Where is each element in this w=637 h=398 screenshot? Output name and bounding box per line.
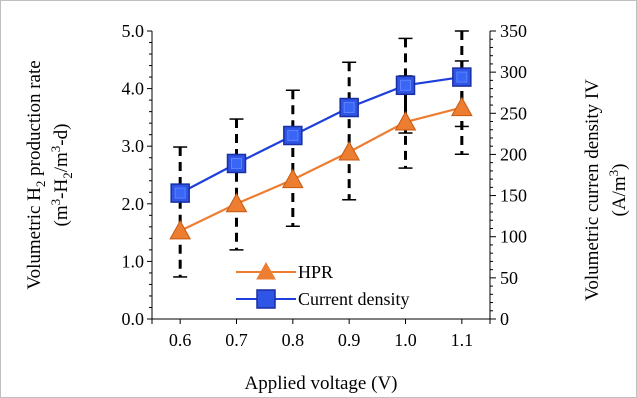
- series-line-hpr: [179, 106, 463, 232]
- left-y-unit-a: (m: [51, 205, 72, 226]
- x-tick-label: 0.6: [169, 330, 192, 350]
- current-density-point-inner: [343, 102, 355, 114]
- series-lines: [179, 75, 463, 232]
- legend-current-density-label: Current density: [298, 289, 409, 309]
- hpr-point: [281, 168, 304, 189]
- hpr-point: [338, 140, 361, 161]
- current-density-point-inner: [287, 130, 299, 142]
- legend-hpr-label: HPR: [298, 262, 333, 282]
- left-y-title-main: Volumetric H: [24, 187, 45, 290]
- left-y-ticks: 0.0 1.0 2.0 3.0 4.0 5.0: [122, 21, 152, 329]
- left-y-unit-c: /m: [51, 152, 72, 172]
- current-density-point-inner: [174, 187, 186, 199]
- right-y-tick-label: 0: [500, 309, 509, 329]
- left-y-title-rest: production rate: [24, 60, 45, 180]
- left-y-unit-sub: 2: [60, 172, 75, 179]
- right-y-title-line1: Volumetric curren density IV: [582, 79, 603, 301]
- x-tick-label: 0.7: [225, 330, 248, 350]
- right-y-unit-a: (A/m: [609, 176, 630, 216]
- right-y-unit-b: ): [609, 164, 630, 170]
- left-y-axis-title: Volumetric H2 production rate (m3-H2/m3-…: [24, 60, 75, 289]
- x-tick-label: 0.8: [282, 330, 305, 350]
- svg-text:(m3-H2/m3-d): (m3-H2/m3-d): [48, 124, 75, 227]
- right-y-axis-title: Volumetric curren density IV (A/m3): [582, 79, 630, 301]
- legend-hpr-marker: [256, 261, 276, 280]
- series-line-current-density: [179, 75, 462, 195]
- legend: HPR Current density: [236, 261, 409, 309]
- left-y-tick-label: 1.0: [122, 251, 145, 271]
- series-markers: [169, 67, 473, 240]
- x-axis-title: Applied voltage (V): [244, 373, 397, 394]
- hpr-point: [169, 219, 192, 240]
- left-y-unit-b: -H: [51, 179, 72, 199]
- right-y-unit-sup: 3: [606, 170, 621, 177]
- right-y-tick-label: 100: [500, 227, 527, 247]
- left-y-tick-label: 0.0: [122, 309, 145, 329]
- current-density-point-inner: [400, 79, 411, 91]
- left-y-tick-label: 2.0: [122, 194, 145, 214]
- left-y-unit-sup1: 3: [48, 199, 63, 206]
- x-tick-label: 0.9: [338, 330, 361, 350]
- left-y-title-sub: 2: [33, 181, 48, 188]
- left-y-tick-label: 4.0: [122, 79, 145, 99]
- x-tick-label: 1.1: [451, 330, 474, 350]
- current-density-point-inner: [231, 157, 242, 169]
- current-density-point-inner: [456, 71, 468, 83]
- left-y-tick-label: 3.0: [122, 136, 145, 156]
- error-bars: [173, 30, 469, 278]
- left-y-tick-label: 5.0: [122, 21, 145, 41]
- right-y-tick-label: 50: [500, 268, 518, 288]
- svg-text:Volumetric H2 production rate: Volumetric H2 production rate: [24, 60, 48, 289]
- right-y-tick-label: 250: [500, 103, 527, 123]
- hpr-point: [394, 110, 417, 131]
- x-tick-label: 1.0: [394, 330, 417, 350]
- axes: [151, 31, 491, 320]
- right-y-tick-label: 350: [500, 21, 527, 41]
- left-y-unit-sup2: 3: [48, 146, 63, 153]
- left-y-unit-d: -d): [51, 124, 72, 146]
- right-y-tick-label: 300: [500, 62, 527, 82]
- right-y-tick-label: 200: [500, 144, 527, 164]
- x-ticks: 0.6 0.7 0.8 0.9 1.0 1.1: [151, 319, 491, 350]
- right-y-tick-label: 150: [500, 186, 527, 206]
- svg-text:(A/m3): (A/m3): [606, 164, 630, 217]
- hpr-point: [225, 192, 248, 213]
- legend-current-density-marker: [256, 289, 276, 309]
- right-y-ticks: 0 50 100 150 200 250 300 350: [490, 21, 527, 329]
- hpr-point: [450, 96, 473, 117]
